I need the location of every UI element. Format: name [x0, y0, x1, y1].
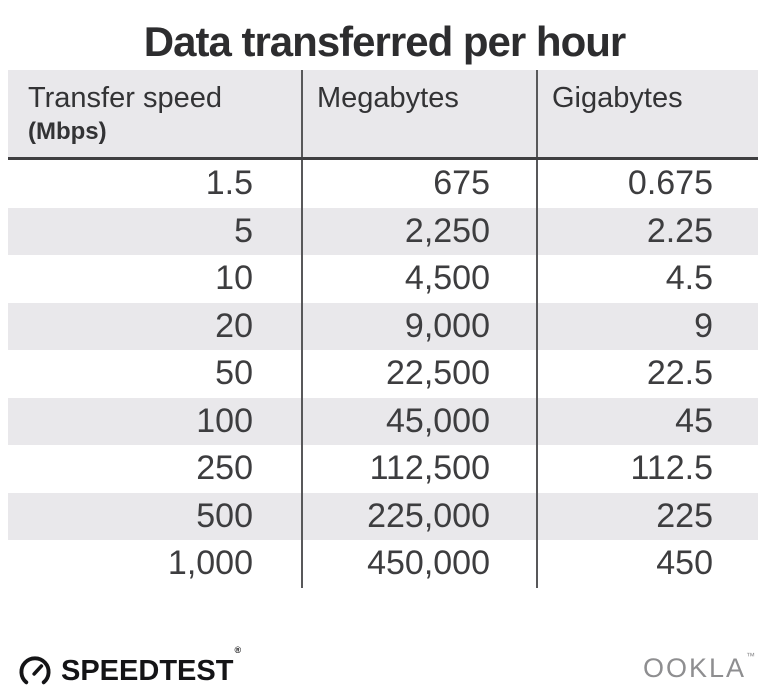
cell-megabytes: 112,500 — [303, 445, 538, 493]
cell-megabytes: 22,500 — [303, 350, 538, 398]
table-row: 250 112,500 112.5 — [8, 445, 758, 493]
ookla-trademark: ™ — [746, 651, 755, 661]
header-gigabytes: Gigabytes — [552, 82, 683, 114]
cell-transfer-speed: 20 — [8, 302, 303, 350]
table-row: 1,000 450,000 450 — [8, 540, 758, 588]
table-header-row: Transfer speed (Mbps) Megabytes Gigabyte… — [8, 70, 758, 160]
data-table: Transfer speed (Mbps) Megabytes Gigabyte… — [8, 70, 758, 588]
cell-transfer-speed: 1,000 — [8, 540, 303, 588]
header-transfer-speed: Transfer speed (Mbps) — [8, 70, 303, 157]
table-body: 1.5 675 0.675 5 2,250 2.25 10 4,500 4.5 … — [8, 160, 758, 588]
page-title: Data transferred per hour — [143, 18, 626, 65]
header-megabytes: Megabytes — [303, 70, 538, 157]
speedtest-trademark: ® — [234, 644, 242, 655]
cell-gigabytes: 45 — [675, 401, 713, 440]
footer: SPEEDTEST® OOKLA™ — [0, 644, 769, 690]
table-row: 20 9,000 9 — [8, 302, 758, 350]
cell-gigabytes: 2.25 — [646, 211, 713, 250]
speedtest-wordmark: SPEEDTEST® — [61, 644, 242, 687]
table-row: 500 225,000 225 — [8, 492, 758, 540]
cell-gigabytes: 9 — [694, 306, 713, 345]
cell-gigabytes: 4.5 — [665, 259, 713, 298]
cell-transfer-speed: 5 — [8, 207, 303, 255]
cell-megabytes: 45,000 — [303, 397, 538, 445]
table-row: 10 4,500 4.5 — [8, 255, 758, 303]
cell-megabytes: 675 — [303, 160, 538, 208]
cell-transfer-speed: 250 — [8, 445, 303, 493]
cell-gigabytes: 225 — [656, 496, 713, 535]
speedtest-logo: SPEEDTEST® — [18, 644, 242, 688]
cell-gigabytes: 450 — [656, 544, 713, 583]
header-transfer-speed-unit: (Mbps) — [28, 118, 107, 145]
cell-gigabytes: 22.5 — [646, 354, 713, 393]
cell-transfer-speed: 10 — [8, 255, 303, 303]
cell-gigabytes: 112.5 — [630, 449, 713, 488]
speedtest-gauge-icon — [19, 656, 51, 685]
cell-megabytes: 9,000 — [303, 302, 538, 350]
ookla-logo: OOKLA™ — [642, 651, 755, 683]
cell-megabytes: 2,250 — [303, 207, 538, 255]
cell-transfer-speed: 100 — [8, 397, 303, 445]
table-row: 100 45,000 45 — [8, 397, 758, 445]
table-row: 50 22,500 22.5 — [8, 350, 758, 398]
cell-gigabytes: 0.675 — [627, 164, 713, 203]
cell-transfer-speed: 1.5 — [8, 160, 303, 208]
table-row: 5 2,250 2.25 — [8, 207, 758, 255]
table-row: 1.5 675 0.675 — [8, 160, 758, 208]
cell-megabytes: 4,500 — [303, 255, 538, 303]
cell-megabytes: 450,000 — [303, 540, 538, 588]
header-transfer-speed-label: Transfer speed — [28, 82, 222, 114]
cell-megabytes: 225,000 — [303, 492, 538, 540]
cell-transfer-speed: 50 — [8, 350, 303, 398]
cell-transfer-speed: 500 — [8, 492, 303, 540]
